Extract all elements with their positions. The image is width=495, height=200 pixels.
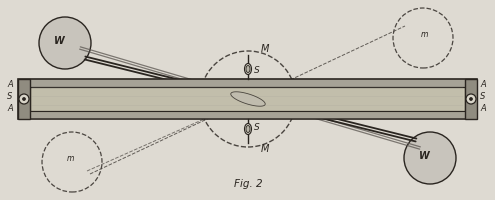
Text: A: A	[7, 80, 13, 89]
Ellipse shape	[245, 64, 251, 75]
Bar	[465, 80, 477, 119]
Bar	[30, 88, 465, 111]
Text: S: S	[254, 66, 260, 75]
Circle shape	[469, 98, 473, 101]
Text: Fig. 2: Fig. 2	[234, 178, 262, 188]
Text: A: A	[7, 103, 13, 112]
Circle shape	[22, 98, 26, 101]
Circle shape	[39, 18, 91, 70]
Circle shape	[19, 95, 29, 104]
Text: S: S	[480, 92, 486, 100]
Bar	[18, 80, 477, 119]
Text: M: M	[261, 143, 269, 153]
Text: S: S	[254, 122, 260, 131]
Text: W: W	[53, 36, 64, 46]
Text: W: W	[419, 150, 429, 160]
Text: m: m	[67, 153, 74, 162]
Polygon shape	[231, 92, 265, 107]
Text: M: M	[261, 44, 269, 54]
Text: A: A	[480, 103, 486, 112]
Text: m: m	[421, 30, 428, 39]
Ellipse shape	[246, 126, 250, 133]
Text: S: S	[7, 92, 12, 100]
Ellipse shape	[245, 124, 251, 135]
Bar	[18, 80, 30, 119]
Circle shape	[404, 132, 456, 184]
Text: A: A	[480, 80, 486, 89]
Circle shape	[466, 95, 476, 104]
Ellipse shape	[246, 66, 250, 73]
